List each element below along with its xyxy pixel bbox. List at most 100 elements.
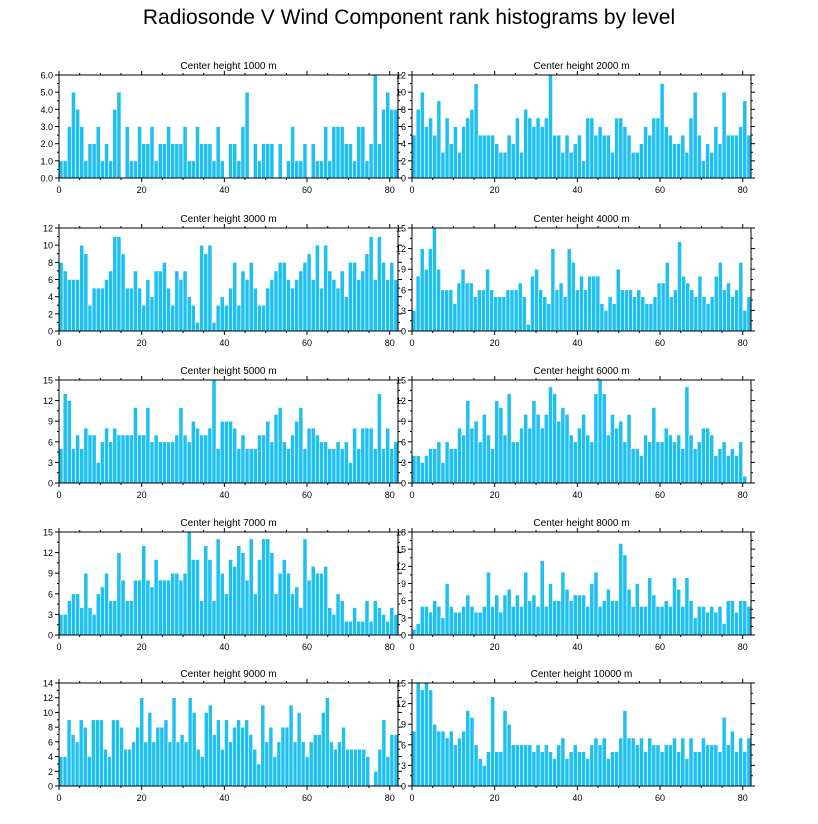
bar: [219, 160, 225, 179]
bar: [643, 751, 648, 787]
bar: [319, 160, 324, 179]
bar: [261, 434, 267, 484]
y-tick-label: 5.0: [40, 88, 53, 98]
panel-title: Center height 2000 m: [533, 61, 629, 72]
bar: [717, 606, 723, 636]
bar: [568, 751, 574, 787]
bar: [542, 296, 548, 332]
bar: [90, 719, 96, 787]
x-tick-label: 20: [137, 185, 147, 195]
bar: [365, 756, 371, 787]
bar: [216, 719, 221, 787]
bar: [147, 712, 153, 787]
bar: [248, 448, 254, 484]
bar: [498, 407, 504, 484]
bar: [461, 126, 467, 179]
bar: [352, 427, 357, 484]
bar: [298, 270, 304, 332]
bar: [286, 160, 291, 179]
bar: [199, 143, 204, 179]
bar: [481, 134, 487, 179]
bar: [261, 143, 267, 179]
bar: [519, 151, 524, 179]
bar: [141, 143, 147, 179]
bar: [655, 117, 661, 179]
bar: [701, 737, 706, 787]
bar: [742, 310, 748, 332]
bar: [581, 751, 586, 787]
bar: [153, 434, 159, 484]
bar: [428, 689, 433, 787]
bar: [277, 143, 283, 179]
bar: [128, 160, 134, 179]
bar: [368, 620, 374, 636]
bar: [411, 134, 417, 179]
bar: [182, 126, 188, 179]
bar: [709, 151, 715, 179]
bar: [610, 151, 615, 179]
bar: [585, 434, 591, 484]
x-tick-label: 0: [409, 642, 414, 652]
bar: [360, 620, 366, 636]
y-tick-label: 0: [401, 479, 406, 489]
bar: [104, 572, 109, 636]
y-tick-label: 3: [401, 458, 406, 468]
bar: [473, 744, 479, 787]
bar: [108, 160, 114, 179]
bar: [692, 91, 698, 179]
bar: [220, 748, 225, 787]
bar: [595, 275, 601, 332]
bar: [372, 448, 378, 484]
bar: [676, 143, 682, 179]
y-tick-label: 6: [401, 596, 406, 606]
bar: [100, 441, 105, 484]
bar: [149, 296, 155, 332]
x-tick-label: 0: [409, 793, 414, 803]
bar: [610, 414, 615, 484]
x-tick-label: 80: [385, 793, 395, 803]
bar: [655, 606, 661, 636]
bar: [552, 134, 557, 179]
bar: [593, 393, 599, 484]
bar: [644, 303, 650, 332]
x-tick-label: 20: [490, 490, 500, 500]
y-tick-label: 9: [401, 417, 406, 427]
bar: [333, 748, 338, 787]
bar: [58, 262, 64, 332]
bar: [203, 545, 209, 636]
bar: [240, 552, 246, 636]
bar: [428, 117, 433, 179]
bar: [618, 543, 624, 636]
bar: [568, 434, 574, 484]
bar: [253, 287, 258, 332]
y-tick-label: 12: [43, 396, 53, 406]
bar: [162, 579, 167, 636]
bar: [329, 741, 334, 787]
bar: [722, 289, 727, 332]
bar: [145, 407, 151, 484]
bar: [543, 744, 549, 787]
bar: [428, 448, 433, 484]
panel-8: Center height 8000 m 0 3 6 9 12 15 18 0 20 40 60 80: [396, 518, 755, 652]
bar: [290, 287, 295, 332]
bar: [672, 441, 677, 484]
bar: [585, 606, 591, 636]
bar: [348, 262, 353, 332]
bar: [472, 296, 478, 332]
bar: [523, 571, 529, 636]
bar: [95, 287, 101, 332]
y-tick-label: 12: [396, 396, 406, 406]
y-tick-label: 4: [48, 752, 53, 762]
bar: [170, 143, 176, 179]
y-tick-label: 10: [43, 708, 53, 718]
y-tick-label: 8: [48, 723, 53, 733]
bar: [381, 262, 386, 332]
bar: [539, 751, 545, 787]
panel-title: Center height 7000 m: [180, 518, 276, 529]
bar: [91, 614, 97, 636]
bar: [424, 606, 429, 636]
bar: [552, 393, 557, 484]
bar: [558, 282, 564, 332]
bar: [170, 572, 176, 636]
bar: [564, 414, 570, 484]
